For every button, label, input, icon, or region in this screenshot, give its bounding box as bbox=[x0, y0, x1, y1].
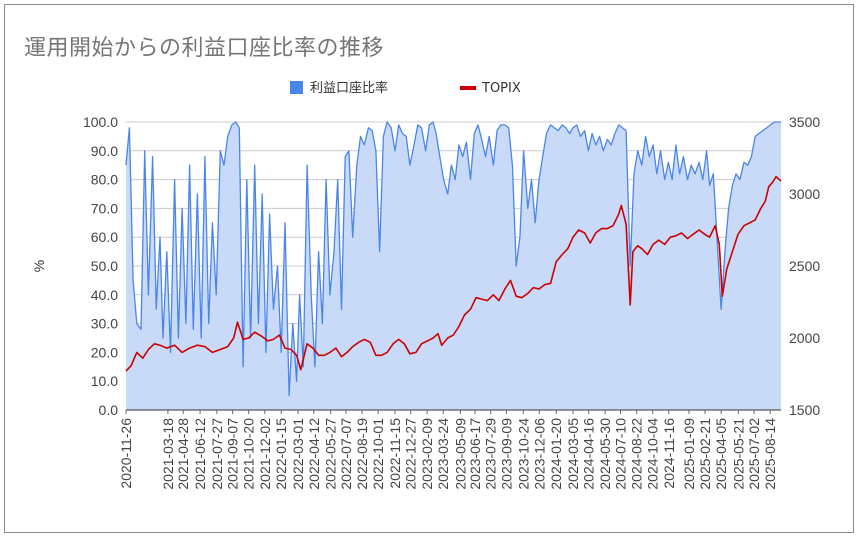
left-tick-label: 90.0 bbox=[91, 143, 118, 159]
right-tick-label: 1500 bbox=[789, 402, 820, 418]
left-tick-label: 70.0 bbox=[91, 200, 118, 216]
x-tick-label: 2025-01-09 bbox=[681, 418, 697, 490]
right-tick-label: 3500 bbox=[789, 114, 820, 130]
x-tick-label: 2023-07-29 bbox=[483, 418, 499, 490]
x-tick-label: 2024-11-16 bbox=[661, 418, 677, 489]
x-tick-label: 2025-04-05 bbox=[713, 418, 729, 490]
topix-line bbox=[125, 175, 782, 372]
x-tick-label: 2023-10-24 bbox=[515, 418, 531, 490]
x-tick-label: 2024-10-04 bbox=[645, 418, 661, 490]
x-tick-label: 2023-06-17 bbox=[467, 418, 483, 490]
x-tick-label: 2021-07-27 bbox=[209, 418, 225, 490]
x-tick-label: 2024-05-30 bbox=[597, 418, 613, 490]
right-tick-label: 3000 bbox=[789, 186, 820, 202]
right-tick-label: 2500 bbox=[789, 258, 820, 274]
x-tick-label: 2021-09-07 bbox=[225, 418, 241, 490]
profit-ratio-area bbox=[126, 122, 781, 410]
left-tick-label: 60.0 bbox=[91, 229, 118, 245]
x-tick-label: 2020-11-26 bbox=[118, 418, 134, 489]
legend-swatch-profit-ratio bbox=[290, 81, 303, 94]
x-tick-label: 2021-10-20 bbox=[241, 418, 257, 490]
legend-swatch-topix bbox=[460, 86, 476, 90]
x-tick-label: 2022-12-27 bbox=[403, 418, 419, 490]
legend-label-topix: TOPIX bbox=[481, 81, 521, 96]
x-tick-label: 2022-08-19 bbox=[354, 418, 370, 490]
x-tick-label: 2022-03-01 bbox=[290, 418, 306, 490]
right-tick-label: 2000 bbox=[789, 330, 820, 346]
x-tick-label: 2024-03-05 bbox=[565, 418, 581, 490]
x-tick-label: 2022-04-12 bbox=[306, 418, 322, 490]
left-tick-label: 100.0 bbox=[83, 114, 118, 130]
x-tick-label: 2021-03-18 bbox=[160, 418, 176, 490]
left-tick-label: 50.0 bbox=[91, 258, 118, 274]
x-tick-label: 2025-08-14 bbox=[762, 418, 778, 490]
x-tick-label: 2025-07-02 bbox=[746, 418, 762, 490]
x-tick-label: 2021-12-02 bbox=[257, 418, 273, 490]
x-tick-label: 2023-09-09 bbox=[498, 418, 514, 490]
left-tick-label: 20.0 bbox=[91, 344, 118, 360]
profit-ratio-line bbox=[125, 121, 781, 397]
chart-title: 運用開始からの利益口座比率の推移 bbox=[24, 36, 385, 61]
x-tick-label: 2025-05-21 bbox=[730, 418, 746, 490]
x-tick-label: 2024-08-22 bbox=[629, 418, 645, 490]
y-axis-title: % bbox=[31, 260, 47, 272]
x-tick-label: 2022-10-01 bbox=[370, 418, 386, 490]
x-tick-label: 2022-05-27 bbox=[323, 418, 339, 490]
x-tick-label: 2021-06-12 bbox=[192, 418, 208, 490]
x-tick-label: 2025-02-21 bbox=[697, 418, 713, 490]
x-tick-label: 2023-12-06 bbox=[531, 418, 547, 490]
x-tick-label: 2023-02-09 bbox=[419, 418, 435, 490]
x-tick-label: 2021-04-28 bbox=[175, 418, 191, 490]
x-tick-label: 2024-07-10 bbox=[613, 418, 629, 490]
left-tick-label: 10.0 bbox=[91, 373, 118, 389]
legend-label-profit-ratio: 利益口座比率 bbox=[310, 80, 388, 96]
left-tick-label: 0.0 bbox=[99, 402, 119, 418]
x-tick-label: 2022-01-15 bbox=[273, 418, 289, 490]
left-tick-label: 30.0 bbox=[91, 316, 118, 332]
left-tick-label: 40.0 bbox=[91, 287, 118, 303]
x-tick-label: 2023-03-24 bbox=[435, 418, 451, 490]
x-tick-label: 2024-04-16 bbox=[581, 418, 597, 490]
left-tick-label: 80.0 bbox=[91, 172, 118, 188]
x-tick-label: 2023-05-09 bbox=[452, 418, 468, 490]
x-tick-label: 2022-11-15 bbox=[387, 418, 403, 489]
x-tick-label: 2022-07-07 bbox=[338, 418, 354, 490]
x-tick-label: 2024-01-20 bbox=[548, 418, 564, 490]
